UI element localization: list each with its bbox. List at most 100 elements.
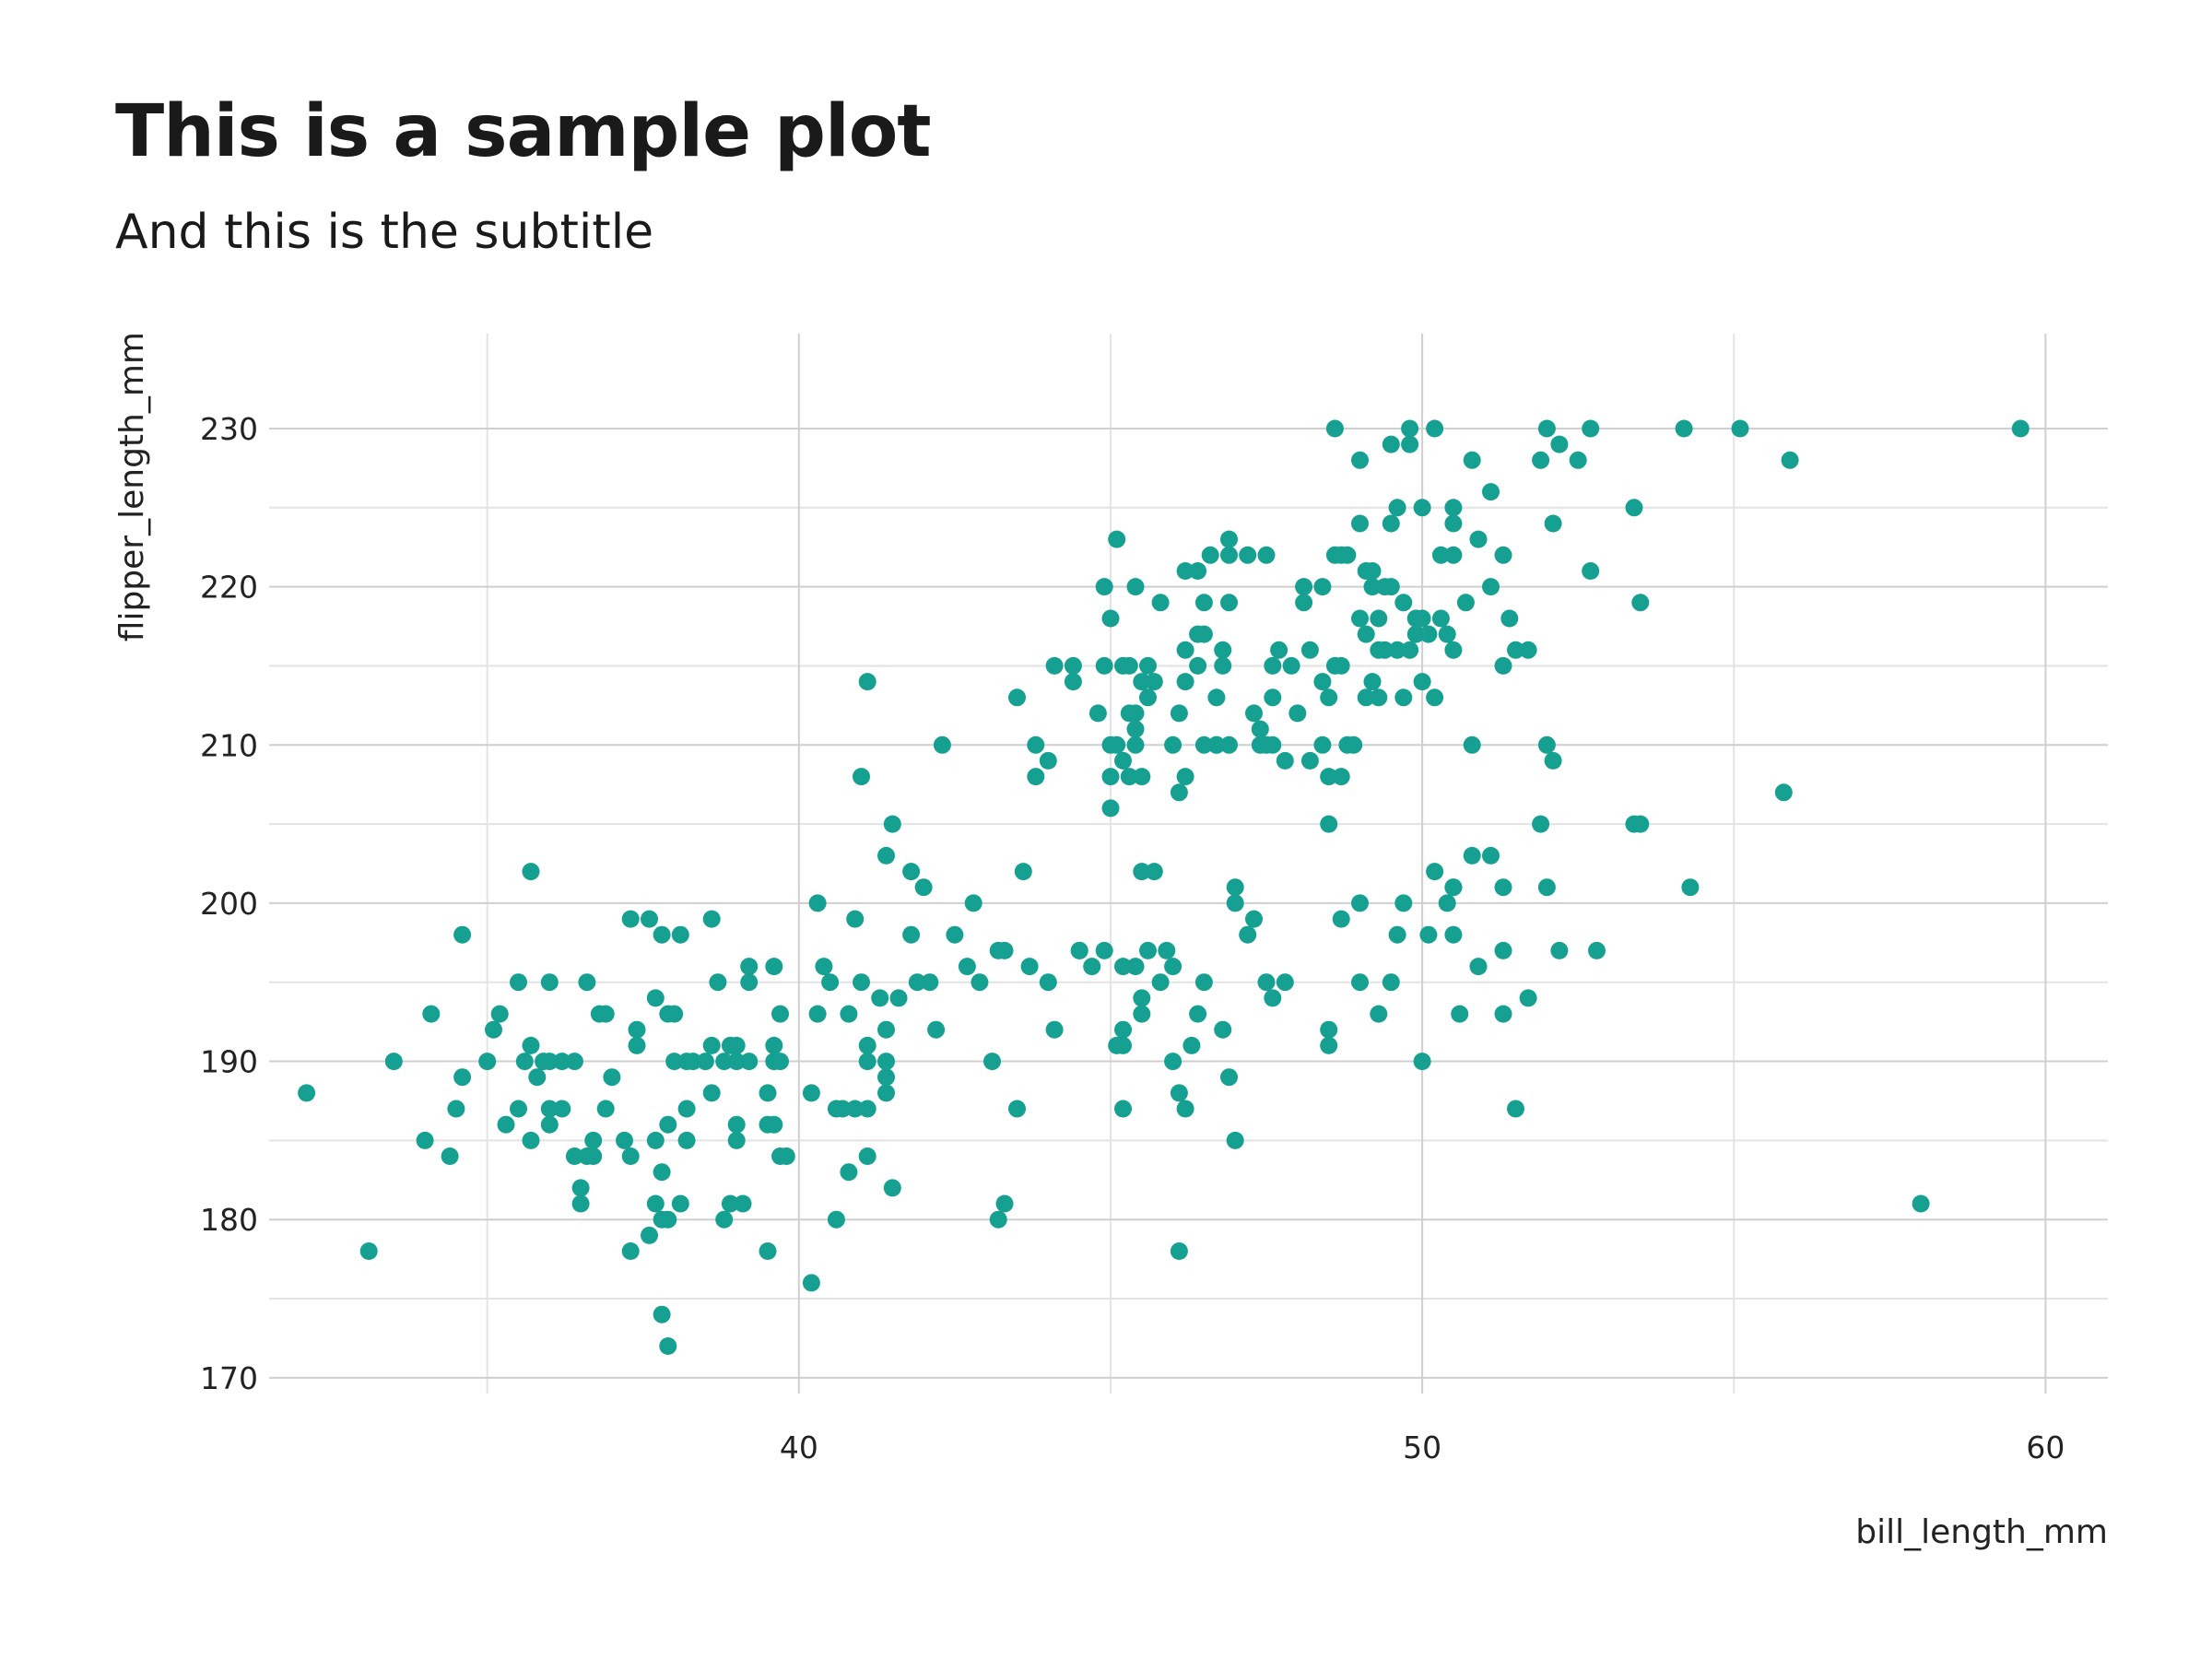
data-point — [453, 925, 472, 944]
data-point — [1126, 578, 1145, 596]
data-point — [1351, 894, 1369, 912]
data-point — [1114, 1020, 1132, 1039]
data-point — [1220, 1068, 1238, 1087]
data-point — [1095, 941, 1113, 959]
data-point — [1120, 768, 1138, 786]
data-point — [740, 973, 759, 992]
data-point — [1463, 735, 1481, 754]
x-tick-label: 60 — [2026, 1430, 2065, 1465]
data-point — [1300, 751, 1319, 770]
data-point — [677, 1100, 696, 1118]
data-point — [1220, 735, 1238, 754]
data-point — [1426, 863, 1444, 881]
data-point — [1550, 435, 1569, 453]
data-point — [1519, 641, 1537, 659]
data-point — [1126, 704, 1145, 723]
data-point — [1406, 625, 1425, 643]
data-point — [596, 1005, 615, 1023]
data-point — [1500, 609, 1519, 628]
data-point — [653, 925, 671, 944]
data-point — [715, 1210, 734, 1229]
data-point — [989, 1210, 1007, 1229]
data-point — [1419, 925, 1438, 944]
data-point — [1394, 688, 1413, 707]
data-point — [1494, 941, 1512, 959]
data-point — [1101, 799, 1120, 818]
data-point — [565, 1147, 583, 1165]
data-point — [1401, 419, 1419, 438]
data-point — [1101, 735, 1120, 754]
data-point — [709, 973, 727, 992]
data-point — [1463, 451, 1481, 469]
data-point — [1276, 751, 1294, 770]
data-point — [1133, 989, 1151, 1007]
data-point — [1463, 846, 1481, 865]
data-point — [759, 1084, 777, 1102]
data-point — [2011, 419, 2030, 438]
data-point — [1482, 578, 1500, 596]
data-point — [1257, 546, 1276, 564]
data-point — [646, 989, 665, 1007]
data-point — [858, 1053, 877, 1071]
y-tick-label: 180 — [200, 1202, 258, 1238]
data-point — [1226, 894, 1244, 912]
data-point — [983, 1053, 1001, 1071]
data-point — [1537, 419, 1556, 438]
data-point — [1401, 641, 1419, 659]
data-point — [1170, 1084, 1188, 1102]
data-point — [1164, 958, 1182, 976]
data-point — [1126, 958, 1145, 976]
data-point — [1194, 594, 1213, 612]
data-point — [1226, 1131, 1244, 1149]
data-point — [1431, 546, 1450, 564]
data-point — [1313, 673, 1332, 691]
data-point — [1451, 1005, 1469, 1023]
data-point — [540, 1115, 559, 1134]
data-point — [1320, 688, 1338, 707]
tick-labels: 40 50 60 170 180 190 200 210 220 230 — [200, 411, 2065, 1465]
data-point — [1444, 878, 1463, 897]
data-point — [653, 1163, 671, 1182]
data-point — [1313, 735, 1332, 754]
data-point — [727, 1131, 746, 1149]
x-tick-label: 40 — [780, 1430, 818, 1465]
data-point — [1295, 594, 1313, 612]
data-point — [1444, 641, 1463, 659]
data-point — [1158, 941, 1176, 959]
data-point — [883, 815, 901, 833]
data-point — [1020, 958, 1039, 976]
data-point — [1382, 514, 1400, 533]
y-tick-label: 200 — [200, 886, 258, 922]
data-point — [1300, 641, 1319, 659]
data-point — [1270, 641, 1288, 659]
data-point — [1413, 1053, 1431, 1071]
data-point — [1214, 656, 1232, 675]
data-point — [665, 1005, 684, 1023]
data-point — [1145, 863, 1163, 881]
data-point — [1569, 451, 1587, 469]
data-point — [1325, 546, 1344, 564]
data-point — [777, 1147, 795, 1165]
data-point — [628, 1036, 646, 1054]
data-point — [871, 989, 889, 1007]
chart-subtitle: And this is the subtitle — [115, 205, 654, 260]
data-point — [846, 1100, 865, 1118]
data-point — [1164, 1053, 1182, 1071]
data-point — [1264, 688, 1282, 707]
data-point — [1681, 878, 1700, 897]
data-point — [522, 1036, 540, 1054]
data-point — [1101, 768, 1120, 786]
data-point — [1444, 546, 1463, 564]
data-point — [1774, 783, 1793, 802]
data-point — [1431, 609, 1450, 628]
data-point — [1251, 720, 1269, 738]
data-point — [1320, 1036, 1338, 1054]
data-point — [515, 1053, 534, 1071]
data-point — [765, 1115, 783, 1134]
data-point — [1133, 768, 1151, 786]
data-point — [603, 1068, 621, 1087]
data-point — [1194, 735, 1213, 754]
data-point — [1133, 863, 1151, 881]
data-point — [802, 1274, 820, 1292]
